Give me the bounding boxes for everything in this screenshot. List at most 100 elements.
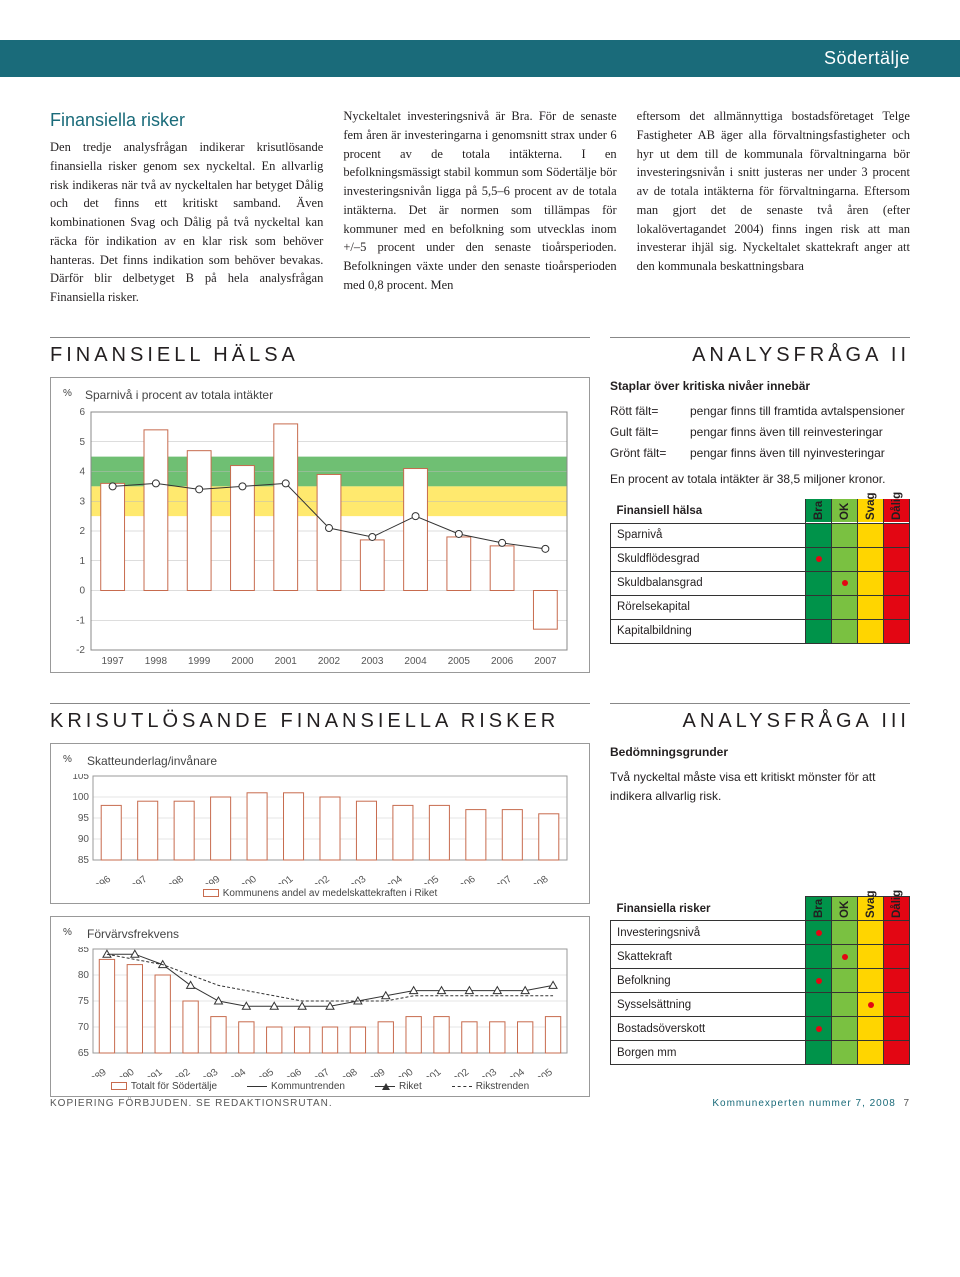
svg-text:90: 90 bbox=[78, 834, 90, 845]
svg-text:2004: 2004 bbox=[404, 656, 427, 667]
svg-text:2006: 2006 bbox=[454, 873, 478, 883]
chart2a-svg: 105 100 95 90 85 1996 1997 1998 1999 2000 2001 2002… bbox=[63, 774, 573, 884]
chart2b-legend: Totalt för Södertälje Kommuntrenden Rike… bbox=[63, 1081, 577, 1092]
section-1: FINANSIELL HÄLSA % Sparnivå i procent av… bbox=[50, 337, 910, 685]
svg-text:2001: 2001 bbox=[419, 1066, 443, 1076]
chart1-legend-head: Staplar över kritiska nivåer innebär bbox=[610, 377, 910, 396]
svg-text:2004: 2004 bbox=[503, 1066, 527, 1076]
chart-skatteunderlag: % Skatteunderlag/invånare 105 100 95 90 85 19… bbox=[50, 743, 590, 904]
svg-text:1989: 1989 bbox=[85, 1066, 109, 1076]
svg-text:2007: 2007 bbox=[490, 873, 514, 883]
svg-text:1992: 1992 bbox=[168, 1066, 192, 1076]
svg-text:2006: 2006 bbox=[491, 656, 514, 667]
svg-text:70: 70 bbox=[78, 1022, 90, 1033]
svg-text:2003: 2003 bbox=[475, 1066, 499, 1076]
intro-text-1: Den tredje analysfrågan indikerar krisut… bbox=[50, 140, 323, 304]
chart1-y-unit: % bbox=[63, 388, 85, 408]
svg-text:2000: 2000 bbox=[391, 1066, 415, 1076]
page: Södertälje Finansiella risker Den tredje… bbox=[0, 0, 960, 1129]
svg-text:1: 1 bbox=[79, 556, 85, 567]
header-city: Södertälje bbox=[0, 40, 960, 77]
lg2b-2: Riket bbox=[399, 1081, 422, 1092]
svg-text:-2: -2 bbox=[76, 645, 85, 656]
section-2-title: KRISUTLÖSANDE FINANSIELLA RISKER bbox=[50, 703, 590, 733]
svg-text:2000: 2000 bbox=[231, 656, 254, 667]
footer-pub: Kommunexperten nummer 7, 2008 bbox=[712, 1098, 896, 1109]
intro-col-2: Nyckeltalet investeringsnivå är Bra. För… bbox=[343, 107, 616, 307]
svg-text:100: 100 bbox=[72, 792, 89, 803]
svg-text:85: 85 bbox=[78, 855, 90, 866]
svg-text:2003: 2003 bbox=[344, 873, 368, 883]
footer: KOPIERING FÖRBJUDEN. SE REDAKTIONSRUTAN.… bbox=[50, 1098, 910, 1109]
chart2a-title: Skatteunderlag/invånare bbox=[87, 754, 217, 768]
svg-text:2000: 2000 bbox=[235, 873, 259, 883]
svg-text:2002: 2002 bbox=[447, 1066, 471, 1076]
svg-text:2005: 2005 bbox=[448, 656, 471, 667]
section-1-title-right: ANALYSFRÅGA II bbox=[610, 337, 910, 367]
footer-left: KOPIERING FÖRBJUDEN. SE REDAKTIONSRUTAN. bbox=[50, 1098, 333, 1109]
chart2b-y-unit: % bbox=[63, 927, 87, 947]
svg-text:1991: 1991 bbox=[141, 1066, 165, 1076]
chart1-svg: 6543210-1-219971998199920002001200220032… bbox=[63, 408, 573, 668]
svg-text:2002: 2002 bbox=[318, 656, 341, 667]
intro-col-1: Finansiella risker Den tredje analysfråg… bbox=[50, 107, 323, 307]
chart2a-y-unit: % bbox=[63, 754, 87, 774]
svg-text:75: 75 bbox=[78, 996, 90, 1007]
chart-forvarvsfrekvens: % Förvärvsfrekvens 85 80 75 70 65 1989 1990 199… bbox=[50, 916, 590, 1097]
svg-text:2008: 2008 bbox=[527, 873, 551, 883]
svg-text:1996: 1996 bbox=[89, 873, 113, 883]
svg-text:2001: 2001 bbox=[271, 873, 295, 883]
chart2a-legend-label: Kommunens andel av medelskattekraften i … bbox=[223, 888, 438, 899]
svg-text:1997: 1997 bbox=[308, 1066, 332, 1076]
svg-text:1994: 1994 bbox=[224, 1066, 248, 1076]
svg-text:1990: 1990 bbox=[113, 1066, 137, 1076]
section-1-title: FINANSIELL HÄLSA bbox=[50, 337, 590, 367]
svg-text:1999: 1999 bbox=[188, 656, 211, 667]
svg-text:-1: -1 bbox=[76, 615, 85, 626]
svg-text:1999: 1999 bbox=[364, 1066, 388, 1076]
chart2b-title: Förvärvsfrekvens bbox=[87, 927, 179, 941]
chart1-title: Sparnivå i procent av totala intäkter bbox=[85, 388, 273, 402]
svg-text:1998: 1998 bbox=[336, 1066, 360, 1076]
svg-text:1995: 1995 bbox=[252, 1066, 276, 1076]
svg-text:1993: 1993 bbox=[196, 1066, 220, 1076]
chart2-right-body: Två nyckeltal måste visa ett kritiskt mö… bbox=[610, 768, 910, 806]
svg-text:4: 4 bbox=[79, 466, 85, 477]
rating-table-2: Finansiella riskerBraOKSvagDåligInvester… bbox=[610, 896, 910, 1065]
svg-text:1997: 1997 bbox=[126, 873, 150, 883]
svg-text:2007: 2007 bbox=[534, 656, 557, 667]
chart1-legend: Staplar över kritiska nivåer innebär Röt… bbox=[610, 377, 910, 489]
lg2b-3: Rikstrenden bbox=[476, 1081, 529, 1092]
intro-columns: Finansiella risker Den tredje analysfråg… bbox=[50, 107, 910, 307]
chart1-legend-note: En procent av totala intäkter är 38,5 mi… bbox=[610, 470, 910, 489]
svg-text:1996: 1996 bbox=[280, 1066, 304, 1076]
svg-text:105: 105 bbox=[72, 774, 89, 782]
svg-text:2005: 2005 bbox=[531, 1066, 555, 1076]
section-2: KRISUTLÖSANDE FINANSIELLA RISKER % Skatt… bbox=[50, 703, 910, 1109]
svg-text:2002: 2002 bbox=[308, 873, 332, 883]
section-2-title-right: ANALYSFRÅGA III bbox=[610, 703, 910, 733]
svg-text:80: 80 bbox=[78, 970, 90, 981]
svg-text:85: 85 bbox=[78, 947, 90, 955]
svg-text:1998: 1998 bbox=[145, 656, 168, 667]
intro-col-3: eftersom det allmännyttiga bostadsföreta… bbox=[637, 107, 910, 307]
svg-text:95: 95 bbox=[78, 813, 90, 824]
svg-text:3: 3 bbox=[79, 496, 85, 507]
svg-text:1997: 1997 bbox=[102, 656, 125, 667]
svg-text:1998: 1998 bbox=[162, 873, 186, 883]
lg2b-1: Kommuntrenden bbox=[271, 1081, 345, 1092]
svg-text:6: 6 bbox=[79, 408, 85, 418]
svg-text:2004: 2004 bbox=[381, 873, 405, 883]
svg-text:2003: 2003 bbox=[361, 656, 384, 667]
svg-text:2005: 2005 bbox=[417, 873, 441, 883]
svg-text:2: 2 bbox=[79, 526, 85, 537]
chart2-right-text: Bedömningsgrunder Två nyckeltal måste vi… bbox=[610, 743, 910, 807]
chart2b-svg: 85 80 75 70 65 1989 1990 19911992 1993 1994 1995 19… bbox=[63, 947, 573, 1077]
svg-text:5: 5 bbox=[79, 437, 85, 448]
rating-table-1: Finansiell hälsaBraOKSvagDåligSparnivåSk… bbox=[610, 499, 910, 644]
footer-page: 7 bbox=[903, 1098, 910, 1109]
svg-text:65: 65 bbox=[78, 1048, 90, 1059]
svg-text:2001: 2001 bbox=[275, 656, 298, 667]
chart2a-legend: Kommunens andel av medelskattekraften i … bbox=[63, 888, 577, 899]
svg-text:1999: 1999 bbox=[198, 873, 222, 883]
